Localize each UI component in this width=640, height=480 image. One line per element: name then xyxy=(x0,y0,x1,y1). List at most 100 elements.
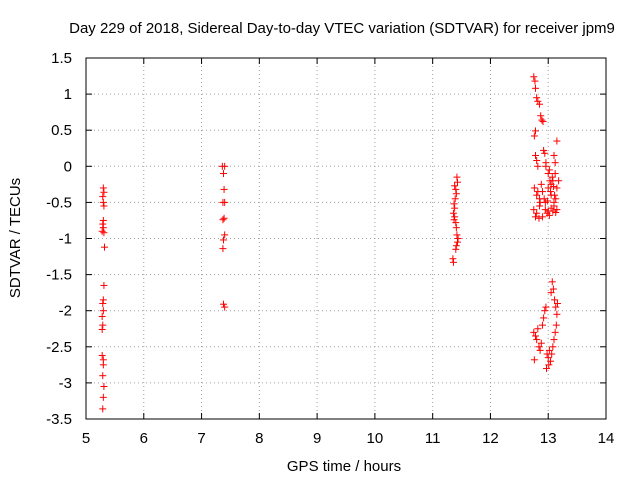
data-point xyxy=(547,289,555,297)
x-tick-label: 6 xyxy=(140,430,148,447)
data-point xyxy=(452,190,460,198)
data-point xyxy=(453,231,461,239)
data-point xyxy=(531,77,539,85)
data-point xyxy=(530,206,538,214)
data-point xyxy=(449,258,457,266)
data-point xyxy=(536,198,544,206)
data-point xyxy=(534,162,542,170)
data-point xyxy=(550,336,558,344)
data-point xyxy=(542,303,550,311)
data-point xyxy=(452,242,460,250)
data-point xyxy=(98,312,106,320)
data-point xyxy=(98,325,106,333)
data-point xyxy=(98,351,106,359)
data-point xyxy=(540,314,548,322)
data-point xyxy=(220,185,228,193)
y-tick-label: 0 xyxy=(64,158,72,175)
y-tick-label: -2 xyxy=(59,303,72,320)
data-point xyxy=(452,185,460,193)
data-point xyxy=(454,235,462,242)
data-point xyxy=(220,214,228,222)
x-axis-ticks: 5 6 7 8 9 10 11 12 13 14 xyxy=(82,58,615,447)
data-point xyxy=(536,346,544,354)
data-point xyxy=(550,198,558,206)
data-point xyxy=(544,197,552,205)
data-point xyxy=(547,188,555,196)
data-point xyxy=(99,372,107,380)
data-point xyxy=(550,151,558,159)
y-tick-label: -3.5 xyxy=(46,411,72,428)
data-point xyxy=(541,206,549,214)
chart-title: Day 229 of 2018, Sidereal Day-to-day VTE… xyxy=(69,20,615,37)
y-tick-label: -0.5 xyxy=(46,194,72,211)
data-point xyxy=(536,202,544,210)
y-axis-ticks: -3.5 -3 -2.5 -2 -1.5 -1 -0.5 0 0.5 1 1.5 xyxy=(46,50,606,428)
x-tick-label: 12 xyxy=(482,430,499,447)
data-point xyxy=(530,356,538,364)
data-point xyxy=(453,173,461,181)
plot-frame xyxy=(85,57,607,420)
x-tick-label: 8 xyxy=(255,430,263,447)
data-point xyxy=(548,173,556,181)
data-point xyxy=(449,255,457,263)
data-point xyxy=(555,177,563,185)
data-point xyxy=(452,245,460,253)
data-point xyxy=(221,162,229,170)
data-point xyxy=(220,170,228,178)
data-point xyxy=(541,307,549,315)
data-point xyxy=(538,213,546,221)
data-point xyxy=(552,209,560,217)
data-point xyxy=(540,146,548,154)
data-point xyxy=(100,188,108,196)
data-point xyxy=(99,184,107,192)
data-point xyxy=(450,216,458,224)
data-point xyxy=(544,184,552,192)
data-point xyxy=(454,178,462,186)
data-point xyxy=(551,191,559,199)
data-point xyxy=(544,354,552,362)
data-point xyxy=(537,180,545,188)
y-tick-label: -1.5 xyxy=(46,267,72,284)
data-point xyxy=(100,383,108,391)
x-tick-label: 7 xyxy=(197,430,205,447)
data-point xyxy=(545,211,553,219)
data-point xyxy=(541,149,549,157)
data-point xyxy=(99,224,107,232)
data-point xyxy=(538,321,546,329)
x-axis-label: GPS time / hours xyxy=(287,458,401,475)
data-point xyxy=(452,219,460,227)
data-point xyxy=(546,177,554,185)
data-point xyxy=(451,182,459,190)
data-point xyxy=(545,166,553,174)
data-point xyxy=(534,325,542,333)
data-point xyxy=(449,209,457,217)
data-point xyxy=(534,188,542,196)
y-tick-label: 0.5 xyxy=(51,122,72,139)
data-point xyxy=(99,307,107,315)
data-point xyxy=(530,184,538,192)
data-point xyxy=(537,339,545,347)
data-point xyxy=(545,346,553,354)
data-point xyxy=(552,195,560,203)
x-tick-label: 14 xyxy=(598,430,615,447)
data-point xyxy=(220,236,228,244)
data-point xyxy=(99,216,107,224)
data-point xyxy=(548,278,556,286)
data-point xyxy=(99,296,107,304)
data-point xyxy=(532,332,540,340)
data-point xyxy=(551,170,559,178)
y-tick-label: 1.5 xyxy=(51,50,72,67)
data-point xyxy=(99,198,107,206)
data-point xyxy=(537,112,545,120)
data-points xyxy=(98,73,563,413)
data-point xyxy=(551,296,559,304)
grid-lines xyxy=(86,58,606,419)
data-point xyxy=(533,94,541,102)
data-point xyxy=(532,213,540,221)
data-point xyxy=(530,73,538,81)
data-point xyxy=(545,361,553,369)
data-point xyxy=(542,364,550,372)
x-tick-label: 9 xyxy=(313,430,321,447)
data-point xyxy=(100,202,108,210)
